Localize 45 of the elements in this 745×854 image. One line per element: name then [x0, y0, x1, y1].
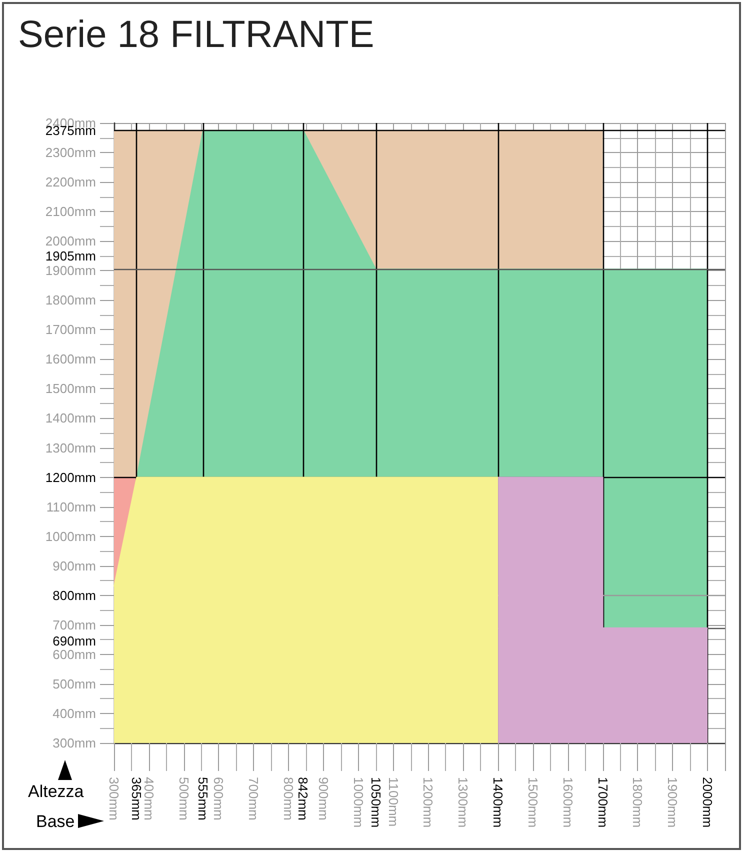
chart-title: Serie 18 FILTRANTE: [18, 14, 374, 57]
ref-line-label: 2000mm: [700, 777, 716, 828]
ref-line-label: 690mm: [52, 633, 96, 648]
x-tick-label: 800mm: [281, 777, 296, 820]
x-tick-label: 1300mm: [456, 777, 471, 828]
y-tick-label: 1500mm: [45, 381, 96, 396]
y-tick-label: 700mm: [52, 617, 96, 632]
y-tick-label: 2200mm: [45, 174, 96, 190]
x-axis-title: Base: [36, 812, 75, 832]
y-tick-label: 300mm: [52, 736, 96, 750]
y-tick-label: 600mm: [52, 646, 96, 662]
x-tick-label: 500mm: [176, 777, 192, 820]
ref-line-label: 1905mm: [45, 248, 96, 264]
x-tick-label: 600mm: [211, 777, 226, 820]
y-tick-label: 1600mm: [45, 352, 96, 367]
y-tick-label: 1300mm: [45, 440, 96, 456]
x-tick-label: 1200mm: [420, 777, 436, 828]
y-tick-label: 1800mm: [45, 292, 96, 308]
x-tick-label: 1900mm: [665, 777, 680, 828]
y-tick-label: 1000mm: [45, 528, 96, 544]
ref-line-label: 800mm: [52, 588, 96, 603]
ref-line-label: 1200mm: [45, 470, 96, 485]
y-tick-label: 1100mm: [46, 499, 96, 514]
x-tick-label: 1800mm: [630, 777, 646, 828]
y-tick-label: 2100mm: [45, 204, 96, 220]
y-tick-label: 1900mm: [45, 263, 96, 278]
y-tick-label: 400mm: [52, 706, 96, 721]
x-tick-label: 900mm: [316, 777, 331, 820]
ref-line-label: 1050mm: [368, 777, 384, 828]
y-tick-label: 2000mm: [45, 234, 96, 249]
ref-line-label: 1400mm: [490, 777, 506, 828]
y-tick-label: 1700mm: [45, 322, 96, 338]
x-tick-label: 1500mm: [525, 777, 540, 828]
y-tick-label: 2300mm: [45, 145, 96, 160]
ref-line-label: 1700mm: [595, 777, 610, 828]
x-tick-label: 1000mm: [350, 777, 366, 828]
x-tick-label: 700mm: [246, 777, 262, 820]
y-tick-label: 500mm: [52, 676, 96, 692]
ref-line-label: 842mm: [296, 777, 311, 820]
ref-line-label: 555mm: [196, 777, 211, 820]
y-tick-label: 1400mm: [45, 410, 96, 426]
x-tick-label: 1100mm: [386, 777, 401, 827]
x-tick-label: 1600mm: [560, 777, 576, 828]
y-tick-label: 900mm: [52, 558, 96, 574]
y-axis-title: Altezza: [28, 782, 84, 802]
